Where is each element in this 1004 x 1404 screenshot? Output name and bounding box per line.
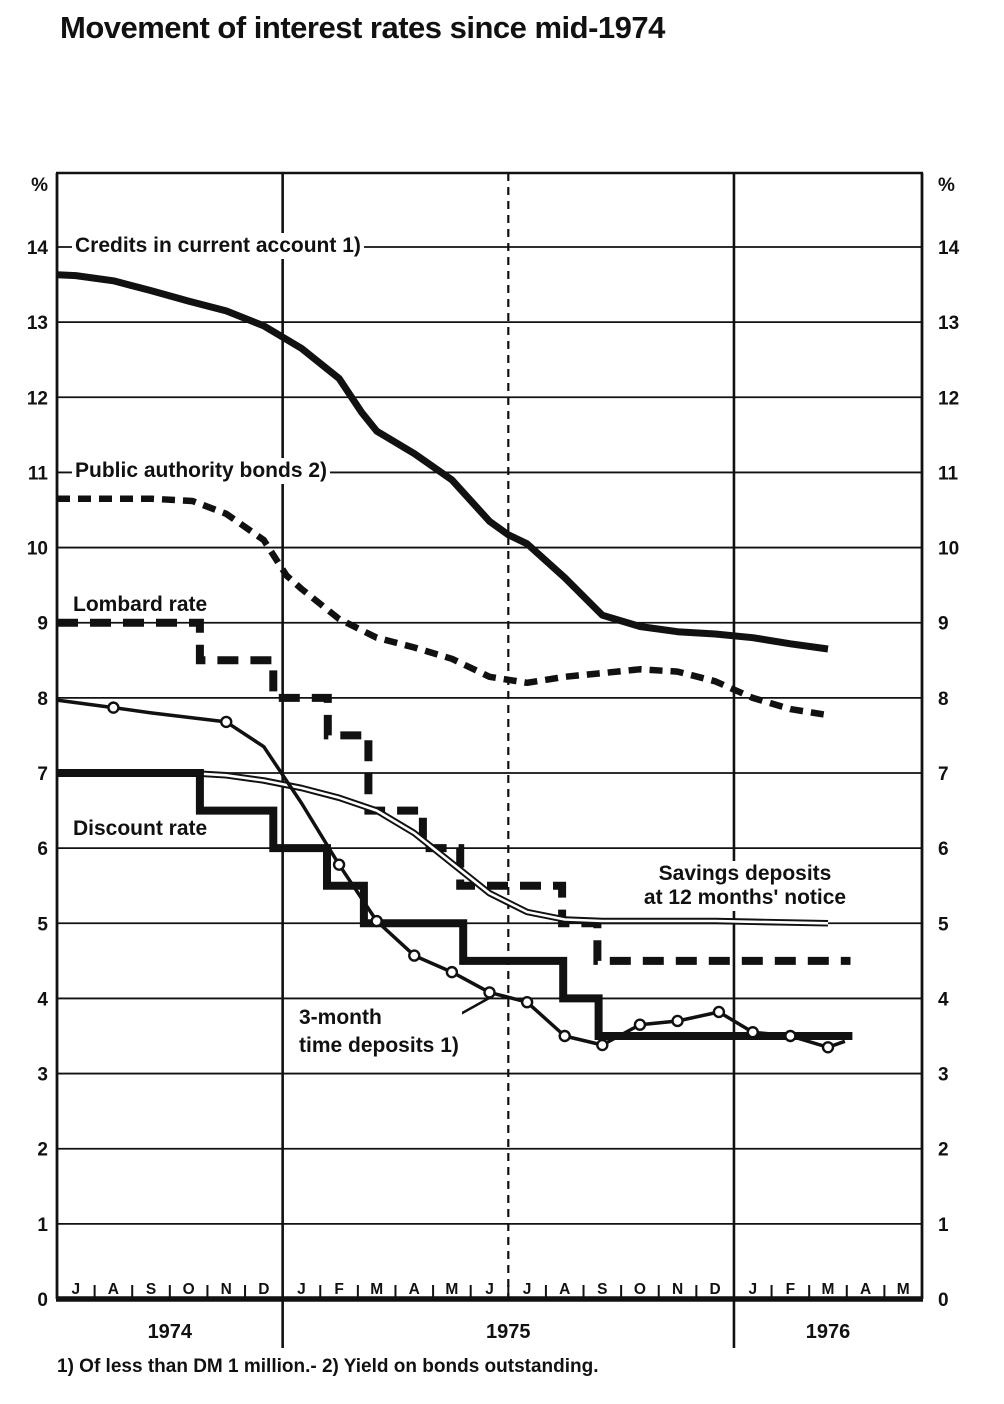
x-month-label: M — [370, 1281, 383, 1298]
x-month-label: A — [409, 1281, 420, 1298]
series-label-savings-line1: Savings deposits — [658, 862, 832, 885]
x-month-label: S — [146, 1281, 156, 1298]
x-year-label: 1975 — [486, 1321, 531, 1343]
x-month-label: M — [445, 1281, 458, 1298]
timedep-marker — [445, 965, 459, 979]
y-axis-unit-left: % — [31, 175, 48, 196]
x-month-label: S — [597, 1281, 607, 1298]
y-tick-label-right: 6 — [938, 839, 949, 860]
timedep-marker — [107, 701, 120, 714]
x-month-label: F — [334, 1281, 343, 1298]
x-month-label: J — [71, 1281, 80, 1298]
y-tick-label-right: 14 — [938, 238, 960, 259]
y-axis-unit-right: % — [938, 175, 955, 196]
y-tick-label-right: 11 — [938, 463, 959, 484]
y-tick-label-right: 9 — [938, 614, 949, 635]
y-tick-label-left: 1 — [37, 1215, 48, 1236]
x-month-label: D — [258, 1281, 269, 1298]
x-month-label: D — [710, 1281, 721, 1298]
series-label-discount: Discount rate — [70, 816, 211, 842]
y-tick-label-left: 9 — [37, 614, 48, 635]
y-tick-label-left: 11 — [28, 463, 49, 484]
series-bonds-line — [57, 495, 829, 719]
timedep-marker — [784, 1029, 797, 1043]
y-tick-label-right: 12 — [938, 388, 959, 409]
footnote: 1) Of less than DM 1 million.- 2) Yield … — [57, 1356, 599, 1377]
y-tick-label-right: 5 — [938, 914, 949, 935]
y-tick-label-right: 0 — [938, 1290, 949, 1311]
x-month-label: J — [297, 1281, 306, 1298]
timedep-marker — [408, 949, 421, 962]
x-month-label: J — [748, 1281, 757, 1298]
timedep-marker — [370, 914, 383, 928]
y-tick-label-left: 6 — [37, 839, 48, 860]
x-month-label: J — [485, 1281, 494, 1298]
x-year-label: 1974 — [148, 1321, 193, 1343]
y-tick-label-right: 3 — [938, 1065, 949, 1086]
y-tick-label-left: 4 — [37, 989, 48, 1010]
x-month-label: M — [897, 1281, 910, 1298]
timedep-marker — [332, 858, 346, 871]
y-tick-label-right: 1 — [938, 1215, 949, 1236]
timedep-marker — [558, 1029, 571, 1043]
series-label-lombard: Lombard rate — [70, 592, 211, 618]
series-label-bonds: Public authority bonds 2) — [72, 458, 331, 484]
y-tick-label-left: 13 — [27, 313, 48, 334]
series-credits-line — [56, 271, 829, 653]
y-tick-label-left: 2 — [37, 1140, 48, 1161]
y-tick-label-left: 12 — [27, 388, 48, 409]
x-year-label: 1976 — [806, 1321, 851, 1343]
timedep-marker — [483, 986, 496, 999]
x-month-label: M — [822, 1281, 835, 1298]
y-tick-label-right: 2 — [938, 1140, 949, 1161]
timedep-marker — [520, 995, 534, 1009]
x-month-label: F — [786, 1281, 795, 1298]
y-tick-label-left: 14 — [27, 238, 49, 259]
timedep-marker — [220, 715, 233, 729]
series-label-timedep: 3-month time deposits 1) — [296, 1003, 462, 1061]
x-month-label: O — [183, 1281, 195, 1298]
x-month-label: A — [108, 1281, 119, 1298]
y-tick-label-right: 7 — [938, 764, 949, 785]
y-tick-label-right: 8 — [938, 689, 949, 710]
x-month-label: J — [523, 1281, 532, 1298]
y-tick-label-left: 3 — [37, 1065, 48, 1086]
y-tick-label-right: 4 — [938, 989, 949, 1010]
series-label-savings-line2: at 12 months' notice — [643, 886, 847, 909]
timedep-marker — [746, 1026, 759, 1039]
x-month-label: A — [559, 1281, 570, 1298]
timedep-marker — [821, 1041, 835, 1054]
series-label-savings: Savings deposits at 12 months' notice — [592, 861, 898, 911]
y-tick-label-left: 5 — [37, 914, 48, 935]
x-month-label: A — [860, 1281, 871, 1298]
timedep-marker — [596, 1038, 609, 1052]
series-lombard-line — [57, 618, 851, 965]
y-tick-label-left: 7 — [37, 764, 48, 785]
series-label-timedep-line2: time deposits 1) — [299, 1034, 459, 1057]
series-label-timedep-line1: 3-month — [299, 1006, 382, 1029]
series-savings-line-core — [57, 771, 829, 925]
y-tick-label-left: 10 — [27, 539, 48, 560]
timedep-marker — [633, 1018, 647, 1031]
y-tick-label-right: 10 — [938, 539, 959, 560]
page-title: Movement of interest rates since mid-197… — [60, 10, 665, 45]
x-month-label: O — [634, 1281, 646, 1298]
x-month-label: N — [672, 1281, 683, 1298]
y-tick-label-right: 13 — [938, 313, 959, 334]
timedep-marker — [671, 1014, 684, 1028]
series-timedep-line — [56, 698, 846, 1050]
y-tick-label-left: 0 — [37, 1290, 48, 1311]
x-month-label: N — [221, 1281, 232, 1298]
series-label-credits: Credits in current account 1) — [72, 233, 364, 259]
timedep-marker — [712, 1005, 726, 1019]
y-tick-label-left: 8 — [37, 689, 48, 710]
